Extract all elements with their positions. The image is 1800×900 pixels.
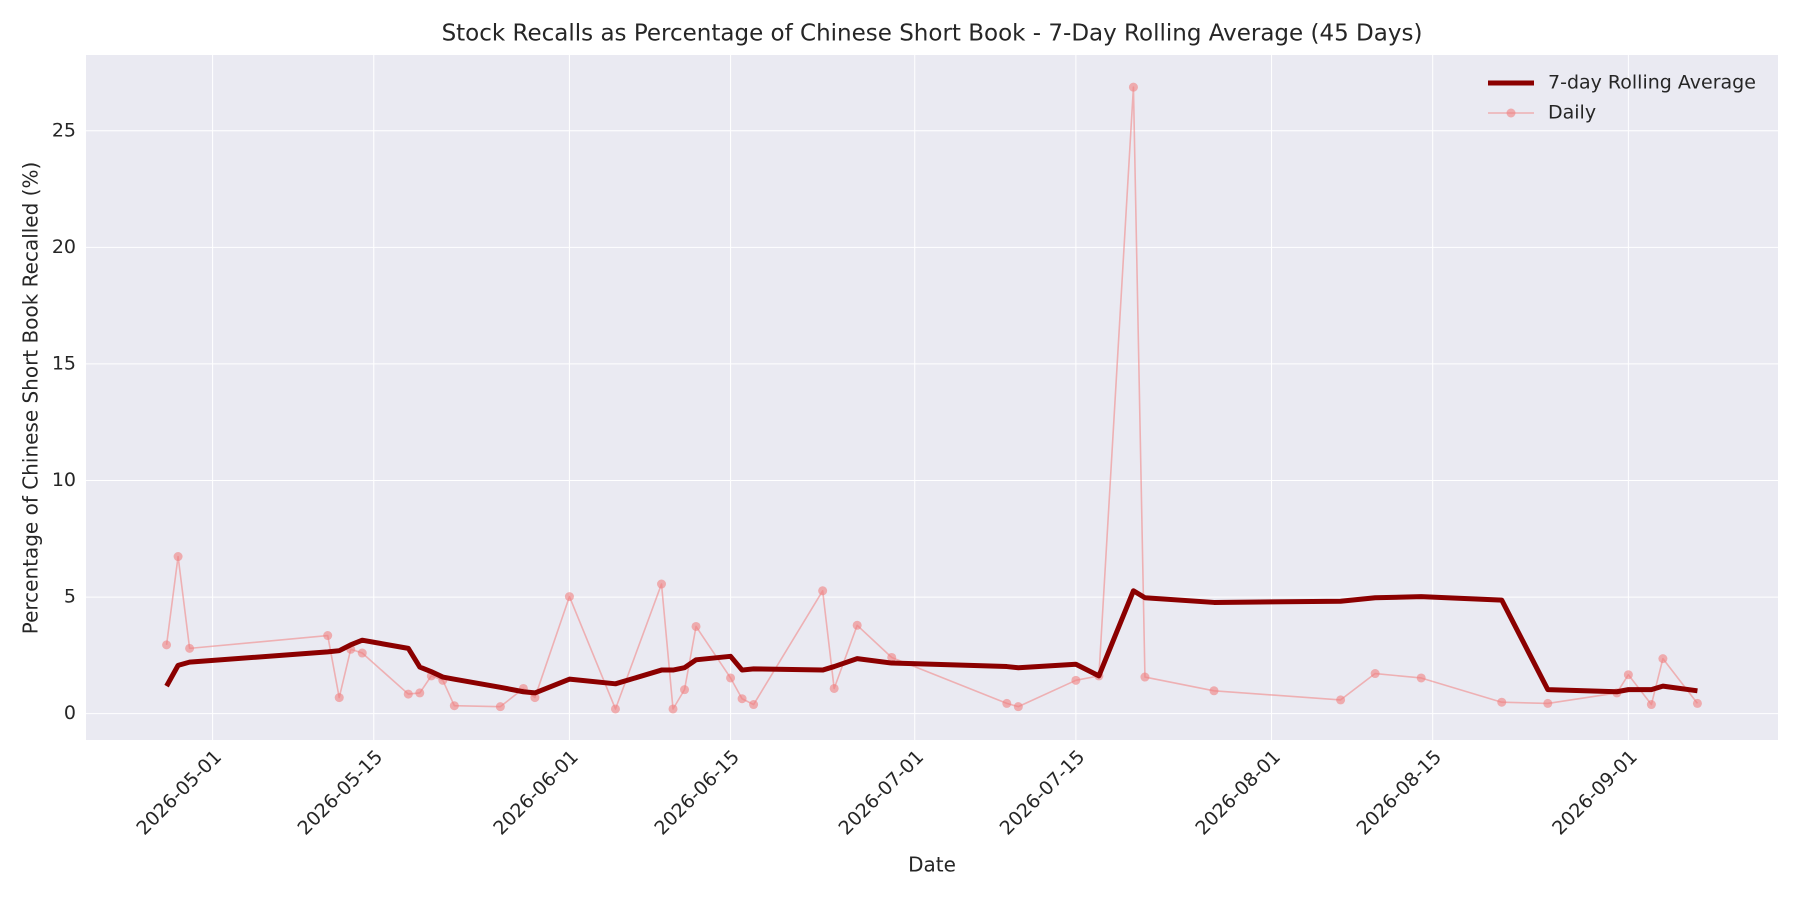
data-point	[657, 579, 667, 589]
legend-marker	[1506, 108, 1516, 118]
data-point	[829, 683, 839, 693]
data-point	[1209, 686, 1219, 696]
data-point	[173, 552, 183, 562]
data-point	[680, 685, 690, 695]
data-point	[1140, 672, 1150, 682]
data-point	[357, 648, 367, 658]
data-point	[449, 701, 459, 711]
plot-area	[86, 55, 1778, 740]
data-point	[403, 689, 413, 699]
data-point	[162, 640, 172, 650]
y-tick-label: 20	[52, 236, 76, 258]
data-point	[495, 702, 505, 712]
data-point	[852, 620, 862, 630]
data-point	[1013, 702, 1023, 712]
data-point	[415, 688, 425, 698]
data-point	[1658, 654, 1668, 664]
data-point	[610, 704, 620, 714]
data-point	[1071, 675, 1081, 685]
x-axis-label: Date	[908, 853, 956, 877]
data-point	[334, 693, 344, 703]
data-point	[185, 643, 195, 653]
y-tick-label: 25	[52, 119, 76, 141]
data-point	[668, 704, 678, 714]
y-tick-label: 0	[64, 702, 76, 724]
data-point	[726, 673, 736, 683]
data-point	[1002, 698, 1012, 708]
data-point	[1543, 698, 1553, 708]
data-point	[564, 592, 574, 602]
data-point	[1416, 673, 1426, 683]
data-point	[749, 700, 759, 710]
y-axis-label: Percentage of Chinese Short Book Recalle…	[19, 162, 43, 635]
legend-label: 7-day Rolling Average	[1548, 72, 1756, 94]
y-tick-label: 5	[64, 586, 76, 608]
series-line	[164, 588, 1698, 696]
data-point	[1646, 700, 1656, 710]
legend-label: Daily	[1548, 102, 1596, 124]
data-point	[1128, 82, 1138, 92]
data-point	[530, 693, 540, 703]
data-point	[1336, 695, 1346, 705]
data-point	[1497, 697, 1507, 707]
data-point	[887, 652, 897, 662]
y-tick-label: 10	[52, 469, 76, 491]
data-point	[818, 586, 828, 596]
chart-title: Stock Recalls as Percentage of Chinese S…	[442, 21, 1423, 47]
data-point	[323, 631, 333, 641]
data-point	[737, 694, 747, 704]
data-point	[691, 621, 701, 631]
data-point	[1370, 669, 1380, 679]
data-point	[1623, 670, 1633, 680]
y-tick-label: 15	[52, 352, 76, 374]
data-point	[1692, 698, 1702, 708]
